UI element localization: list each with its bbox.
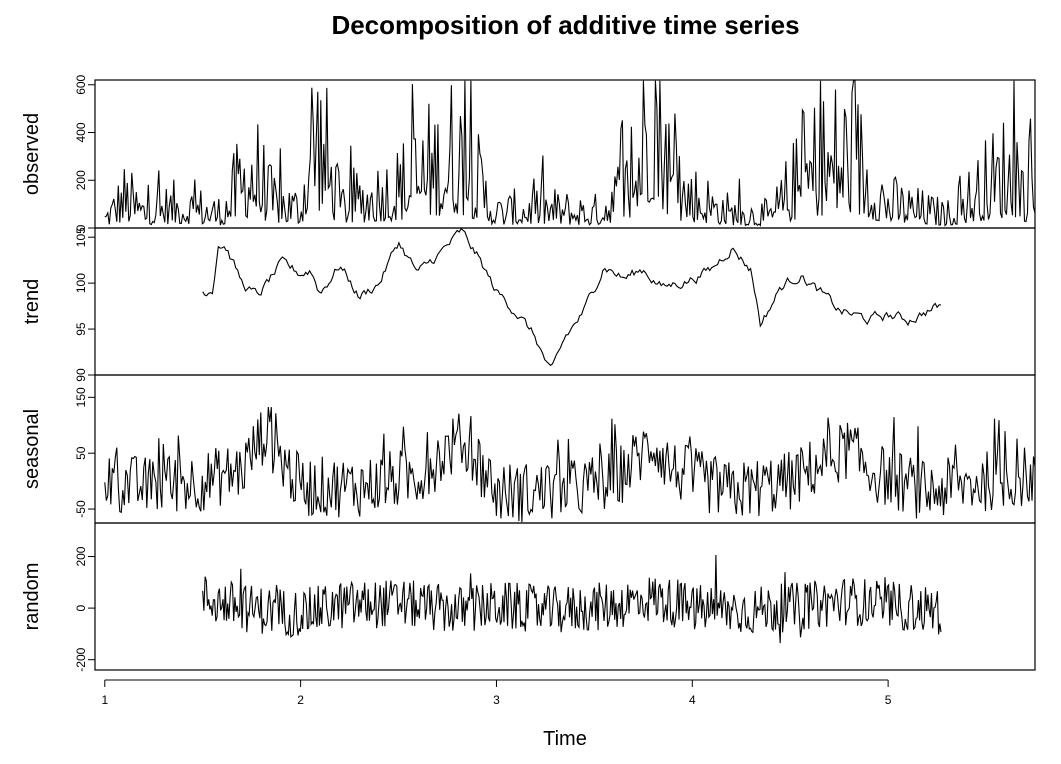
y-tick-label-trend-2: 100 bbox=[74, 273, 88, 293]
y-tick-label-seasonal-0: -50 bbox=[74, 500, 88, 518]
y-tick-label-observed-3: 600 bbox=[74, 74, 88, 94]
y-tick-label-trend-3: 105 bbox=[74, 227, 88, 247]
x-tick-label-2: 3 bbox=[493, 693, 500, 707]
x-tick-label-4: 5 bbox=[885, 693, 892, 707]
panel-frame-random bbox=[94, 522, 1036, 671]
y-tick-label-random-1: 0 bbox=[74, 604, 88, 611]
y-tick-label-observed-1: 200 bbox=[74, 170, 88, 190]
chart-title: Decomposition of additive time series bbox=[331, 10, 800, 40]
y-tick-label-observed-2: 400 bbox=[74, 122, 88, 142]
x-tick-label-3: 4 bbox=[689, 693, 696, 707]
y-axis-label-observed: observed bbox=[21, 113, 43, 195]
y-tick-label-observed-0: 0 bbox=[74, 224, 88, 231]
x-tick-label-1: 2 bbox=[297, 693, 304, 707]
x-axis-label: Time bbox=[543, 728, 587, 750]
series-line-observed bbox=[104, 80, 1036, 227]
y-axis-label-random: random bbox=[21, 563, 43, 631]
series-line-seasonal bbox=[104, 406, 1036, 523]
y-tick-label-random-2: 200 bbox=[74, 546, 88, 566]
y-tick-label-trend-1: 95 bbox=[74, 322, 88, 336]
y-tick-label-trend-0: 90 bbox=[74, 368, 88, 382]
y-tick-label-seasonal-2: 150 bbox=[74, 387, 88, 407]
series-line-trend bbox=[202, 227, 942, 367]
y-axis-label-seasonal: seasonal bbox=[21, 409, 43, 489]
panel-frame-trend bbox=[94, 227, 1036, 376]
y-axis-label-trend: trend bbox=[21, 279, 43, 325]
y-tick-label-seasonal-1: 50 bbox=[74, 446, 88, 460]
series-line-random bbox=[202, 554, 942, 644]
y-tick-label-random-0: -200 bbox=[74, 647, 88, 671]
x-tick-label-0: 1 bbox=[101, 693, 108, 707]
